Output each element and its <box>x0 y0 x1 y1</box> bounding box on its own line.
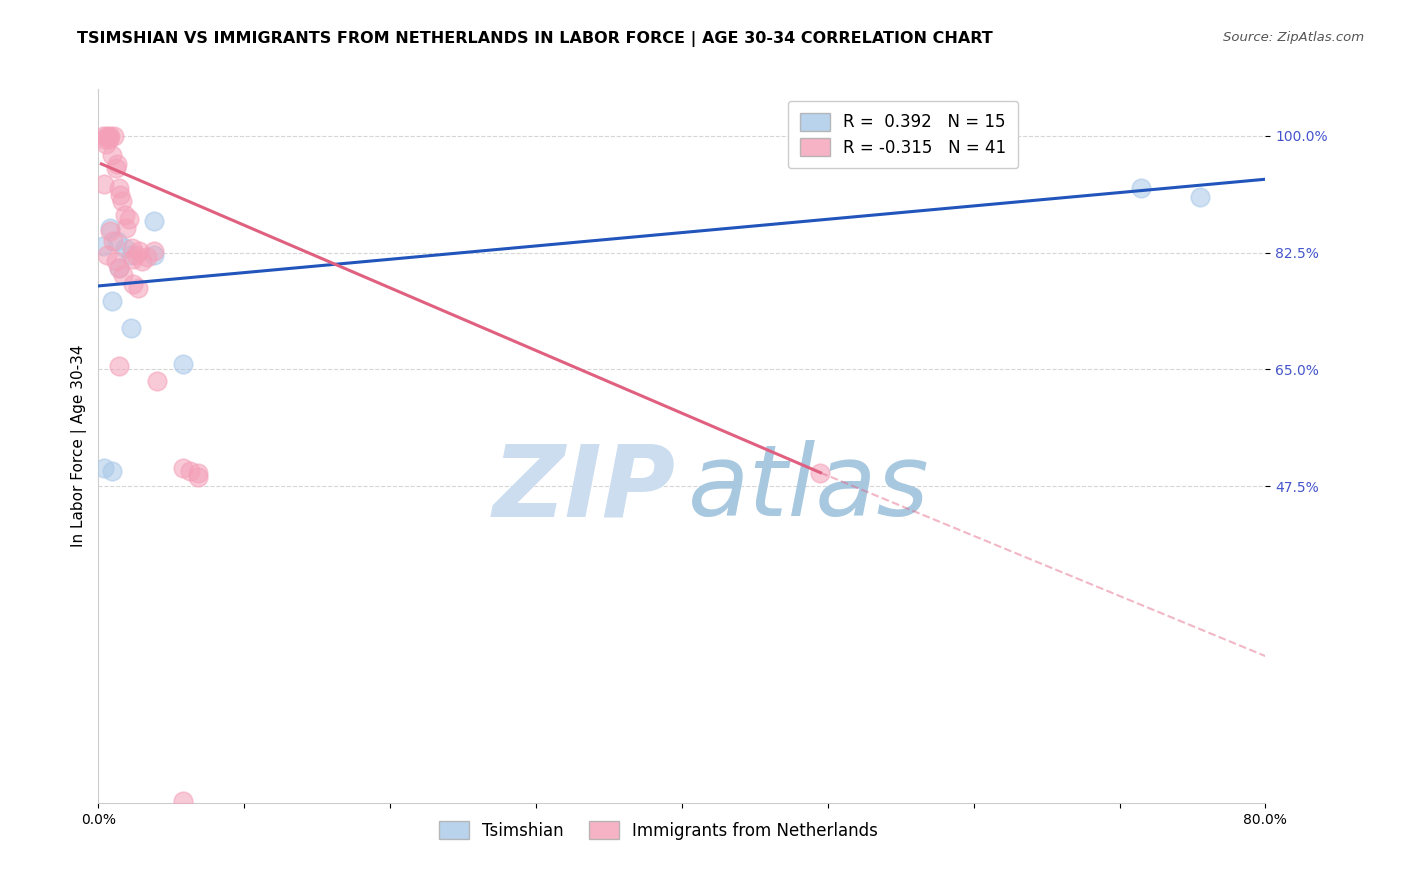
Point <box>172 795 194 809</box>
Point <box>100 294 122 309</box>
Point <box>120 247 142 261</box>
Point <box>105 234 128 248</box>
Point <box>810 466 832 480</box>
Point <box>120 321 142 335</box>
Point <box>96 128 118 143</box>
Point <box>108 359 131 373</box>
Point <box>108 260 131 275</box>
Point <box>121 241 143 255</box>
Point <box>108 260 131 275</box>
Text: atlas: atlas <box>688 441 929 537</box>
Point <box>96 247 118 261</box>
Point <box>142 214 165 228</box>
Point <box>142 247 165 261</box>
Point <box>111 194 134 209</box>
Legend: Tsimshian, Immigrants from Netherlands: Tsimshian, Immigrants from Netherlands <box>430 813 887 848</box>
Point <box>131 254 153 268</box>
Point <box>1188 190 1211 204</box>
Point <box>105 157 128 171</box>
Point <box>97 132 120 146</box>
Point <box>93 132 115 146</box>
Point <box>94 136 117 151</box>
Point <box>98 221 121 235</box>
Point <box>93 177 115 191</box>
Text: ZIP: ZIP <box>494 441 676 537</box>
Point <box>97 129 120 144</box>
Point <box>104 161 127 175</box>
Point <box>172 461 194 475</box>
Point <box>98 128 121 143</box>
Point <box>135 250 157 264</box>
Y-axis label: In Labor Force | Age 30-34: In Labor Force | Age 30-34 <box>72 344 87 548</box>
Point <box>91 128 114 143</box>
Point <box>142 244 165 258</box>
Point <box>122 277 145 291</box>
Point <box>122 252 145 267</box>
Point <box>187 466 209 480</box>
Point <box>179 464 201 478</box>
Point <box>108 181 131 195</box>
Point <box>100 147 122 161</box>
Point <box>114 241 136 255</box>
Point <box>187 470 209 484</box>
Point <box>112 268 135 282</box>
Point <box>91 239 114 253</box>
Point <box>98 224 121 238</box>
Point <box>115 221 138 235</box>
Point <box>104 254 127 268</box>
Point <box>118 212 141 227</box>
Point <box>125 247 148 261</box>
Point <box>103 128 125 143</box>
Point <box>100 464 122 478</box>
Point <box>146 374 169 388</box>
Text: Source: ZipAtlas.com: Source: ZipAtlas.com <box>1223 31 1364 45</box>
Point <box>128 244 150 258</box>
Point <box>93 461 115 475</box>
Point <box>172 357 194 371</box>
Point <box>127 281 149 295</box>
Point <box>110 187 132 202</box>
Point <box>1130 181 1153 195</box>
Point <box>114 208 136 222</box>
Text: TSIMSHIAN VS IMMIGRANTS FROM NETHERLANDS IN LABOR FORCE | AGE 30-34 CORRELATION : TSIMSHIAN VS IMMIGRANTS FROM NETHERLANDS… <box>77 31 993 47</box>
Point <box>101 234 124 248</box>
